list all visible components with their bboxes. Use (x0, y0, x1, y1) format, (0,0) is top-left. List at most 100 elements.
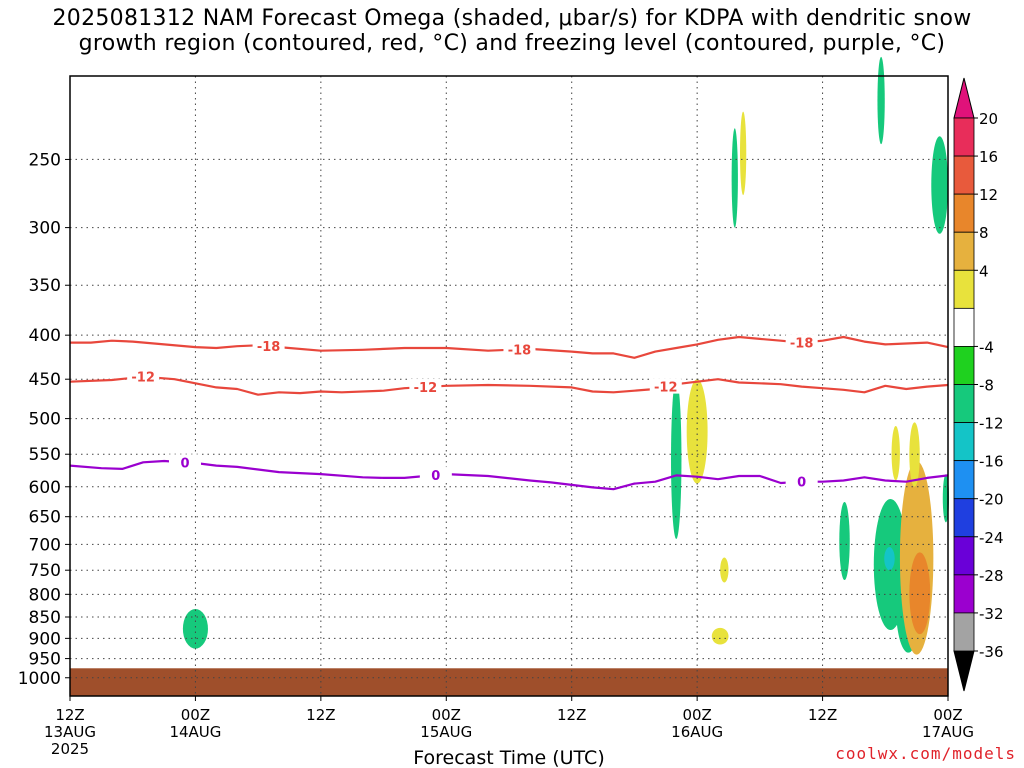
x-tick-date: 13AUG (44, 723, 96, 741)
terrain-layer (70, 668, 948, 696)
contour-line-dgz-0 (70, 335, 949, 359)
omega-fill-layer (182, 56, 950, 655)
contour-label: 0 (431, 469, 440, 484)
x-tick-date: 16AUG (671, 723, 723, 741)
x-tick-year: 2025 (51, 740, 89, 758)
colorbar-label: -28 (979, 567, 1004, 585)
x-tick-date: 14AUG (169, 723, 221, 741)
omega-region-3 (720, 557, 729, 583)
colorbar-band--32 (953, 612, 975, 652)
x-tick-label: 12Z (306, 706, 335, 724)
colorbar-band--28 (953, 574, 975, 614)
x-tick-date: 15AUG (420, 723, 472, 741)
contour-line-dgz-1 (69, 375, 949, 396)
colorbar-label: -12 (979, 415, 1004, 433)
colorbar-label: -8 (979, 377, 994, 395)
omega-region-1 (671, 379, 682, 540)
colorbar-band-8 (953, 231, 975, 271)
credit-text: coolwx.com/models (835, 744, 1016, 763)
contour-label: -12 (414, 381, 438, 396)
colorbar-label: 16 (979, 148, 998, 166)
y-tick-label: 350 (29, 276, 61, 296)
y-tick-label: 500 (29, 410, 61, 430)
x-tick-date: 17AUG (922, 723, 974, 741)
contour-layer: -18 -18 -18 -12 -12 -12 0 0 0 (69, 334, 949, 491)
colorbar-band-0 (953, 307, 975, 347)
colorbar-band--8 (953, 384, 975, 423)
y-tick-label: 250 (29, 150, 61, 170)
colorbar-label: -20 (979, 491, 1004, 509)
contour-label-bg (252, 338, 285, 354)
x-tick-label: 00Z (181, 706, 210, 724)
colorbar-band-16 (953, 155, 975, 195)
x-tick-label: 12Z (808, 706, 837, 724)
colorbar-band-4 (953, 269, 975, 309)
contour-label: -18 (508, 343, 532, 358)
colorbar-label: -36 (979, 643, 1004, 661)
colorbar-triangle-top (953, 77, 975, 119)
y-tick-label: 400 (29, 326, 61, 346)
omega-region-10 (884, 547, 895, 571)
y-tick-label: 650 (29, 508, 61, 528)
x-tick-label: 00Z (682, 706, 711, 724)
x-axis-label: Forecast Time (UTC) (413, 747, 604, 768)
chart-title: 2025081312 NAM Forecast Omega (shaded, μ… (0, 6, 1024, 56)
y-tick-label: 550 (29, 445, 61, 465)
colorbar-label: 4 (979, 262, 989, 280)
contour-label: -12 (654, 381, 678, 396)
colorbar-label: -24 (979, 529, 1004, 547)
omega-region-15 (931, 136, 949, 234)
contour-label-bg (168, 454, 201, 470)
colorbar-label: -32 (979, 605, 1004, 623)
contour-label-bg (127, 368, 160, 384)
y-tick-label: 750 (29, 561, 61, 581)
omega-region-0 (182, 608, 208, 649)
x-tick-label: 12Z (557, 706, 586, 724)
contour-label-bg (785, 334, 818, 350)
y-tick-label: 450 (29, 370, 61, 390)
colorbar-label: -16 (979, 453, 1004, 471)
colorbar-band-20 (953, 117, 975, 157)
colorbar-band-12 (953, 193, 975, 233)
y-tick-label: 600 (29, 478, 61, 498)
omega-region-14 (909, 422, 920, 487)
contour-line-freezing-2 (69, 459, 949, 491)
contour-label-bg (419, 467, 452, 483)
colorbar-band--12 (953, 422, 975, 462)
colorbar-band--20 (953, 498, 975, 538)
colorbar-label: 20 (979, 110, 998, 128)
axes-layer: 2503003504004505005506006507007508008509… (18, 75, 974, 768)
omega-region-6 (739, 111, 747, 196)
y-tick-label: 900 (29, 629, 61, 649)
omega-region-7 (839, 502, 850, 581)
contour-label-bg (649, 378, 682, 394)
contour-label-bg (409, 379, 442, 395)
colorbar-band--4 (953, 346, 975, 385)
omega-region-5 (731, 128, 738, 228)
x-tick-label: 00Z (432, 706, 461, 724)
contour-label: -18 (790, 337, 814, 352)
contour-label: 0 (797, 476, 806, 491)
y-tick-label: 850 (29, 608, 61, 628)
colorbar-label: 12 (979, 186, 998, 204)
contour-label: -12 (131, 371, 155, 386)
y-tick-label: 950 (29, 650, 61, 670)
colorbar-layer: 20 16 12 8 4 -4 -8 -12 -16 -20 -24 -28 -32 -36 (953, 77, 1004, 692)
omega-region-17 (877, 56, 885, 145)
omega-region-13 (891, 425, 900, 481)
omega-region-12 (909, 552, 931, 635)
contour-label-bg (503, 341, 536, 357)
colorbar-band--24 (953, 536, 975, 576)
colorbar-band--16 (953, 460, 975, 500)
omega-region-4 (711, 627, 729, 645)
contour-label: 0 (180, 456, 189, 471)
y-tick-label: 800 (29, 585, 61, 605)
y-tick-label: 700 (29, 535, 61, 555)
colorbar-label: 8 (979, 224, 989, 242)
contour-label: -18 (257, 340, 281, 355)
x-tick-label: 00Z (933, 706, 962, 724)
chart-title-line1: 2025081312 NAM Forecast Omega (shaded, μ… (52, 6, 972, 31)
chart-title-line2: growth region (contoured, red, °C) and f… (78, 31, 946, 56)
colorbar-label: -4 (979, 338, 994, 356)
